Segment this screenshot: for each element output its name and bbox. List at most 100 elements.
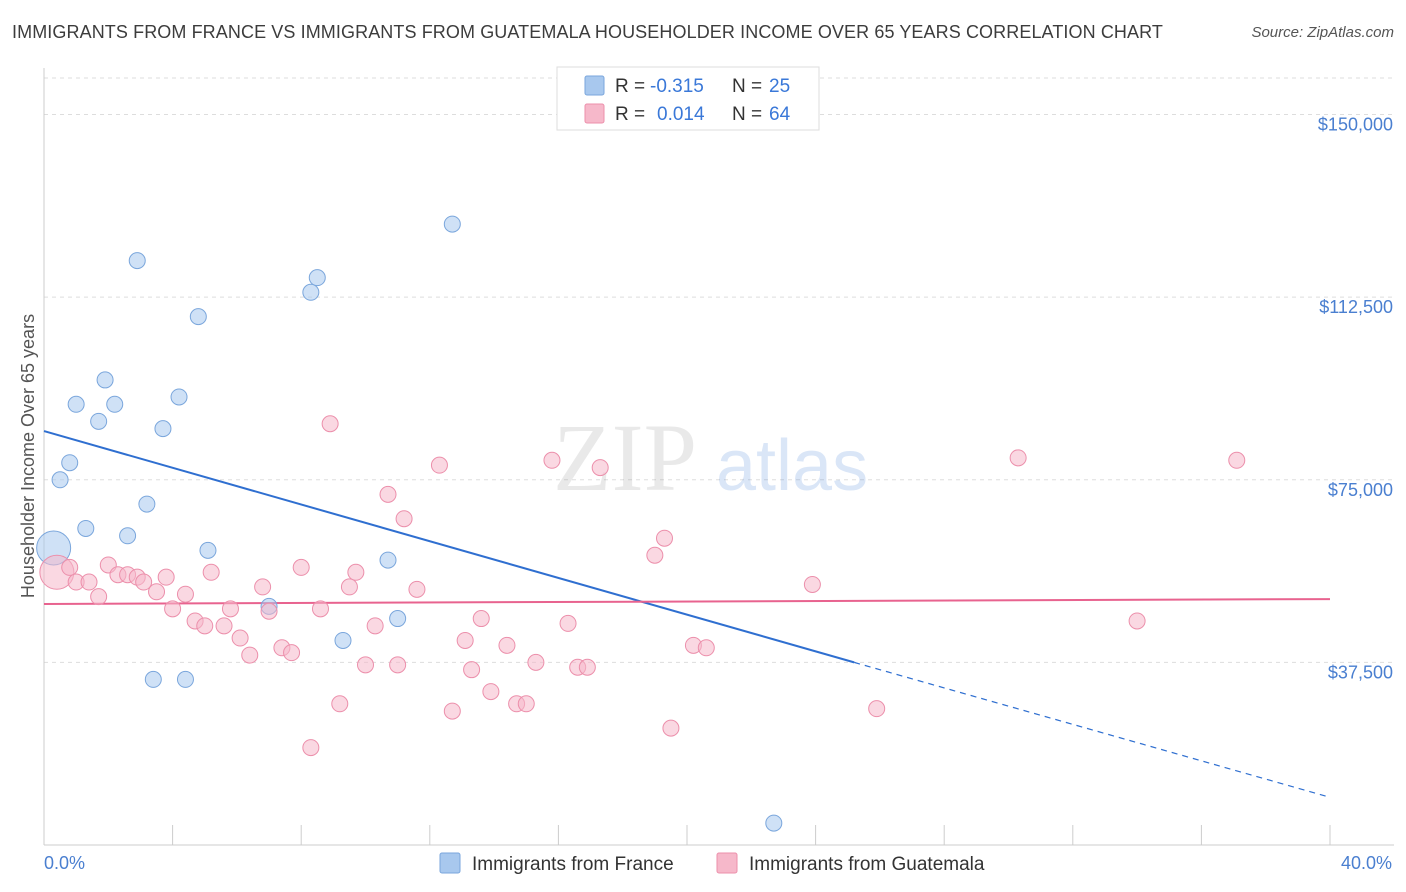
guatemala-point	[803, 575, 821, 593]
watermark: ZIP atlas	[553, 404, 868, 511]
france-point	[176, 670, 194, 688]
france-trend-line	[43, 430, 855, 664]
legend-swatch-guatemala	[584, 103, 605, 124]
guatemala-point	[430, 456, 448, 474]
guatemala-point	[578, 658, 596, 676]
guatemala-point	[302, 739, 320, 757]
guatemala-point	[559, 614, 577, 632]
chart-title: IMMIGRANTS FROM FRANCE VS IMMIGRANTS FRO…	[12, 22, 1164, 42]
guatemala-point	[697, 639, 715, 657]
guatemala-point	[379, 485, 397, 503]
guatemala-point	[472, 610, 490, 628]
france-point	[379, 551, 397, 569]
legend-guatemala-r-value: 0.014	[657, 104, 705, 125]
france-point	[77, 519, 95, 537]
legend-swatch-france	[584, 75, 605, 96]
guatemala-point	[254, 578, 272, 596]
data-points	[36, 215, 1246, 832]
guatemala-point	[231, 629, 249, 647]
france-point	[189, 308, 207, 326]
guatemala-trend-line	[43, 598, 1331, 605]
france-point	[170, 388, 188, 406]
source-credit: Source: ZipAtlas.com	[1251, 24, 1394, 41]
guatemala-point	[90, 588, 108, 606]
france-point	[138, 495, 156, 513]
guatemala-point	[241, 646, 259, 664]
france-point	[765, 814, 783, 832]
france-point	[106, 395, 124, 413]
y-tick-labels: $37,500 $75,000 $112,500 $150,000	[1318, 115, 1393, 683]
y-axis-label: Householder Income Over 65 years	[18, 314, 38, 598]
legend-guatemala-n-value: 64	[769, 104, 791, 125]
bottom-legend-swatch-guatemala	[716, 852, 738, 874]
guatemala-point	[292, 558, 310, 576]
legend-guatemala-n-label: N =	[732, 104, 762, 125]
guatemala-point	[655, 529, 673, 547]
guatemala-point	[591, 459, 609, 477]
guatemala-point	[311, 600, 329, 618]
guatemala-point	[463, 661, 481, 679]
france-trend-extension	[854, 661, 1331, 798]
france-point	[199, 541, 217, 559]
guatemala-point	[646, 546, 664, 564]
guatemala-point	[456, 631, 474, 649]
guatemala-point	[321, 415, 339, 433]
france-point	[443, 215, 461, 233]
france-point	[334, 631, 352, 649]
guatemala-point	[176, 585, 194, 603]
guatemala-point	[340, 578, 358, 596]
trend-lines	[43, 430, 1331, 798]
y-tick-label: $75,000	[1328, 480, 1393, 500]
guatemala-point	[347, 563, 365, 581]
guatemala-point	[283, 644, 301, 662]
axes	[43, 68, 1394, 846]
guatemala-point	[215, 617, 233, 635]
france-point	[96, 371, 114, 389]
bottom-legend-guatemala: Immigrants from Guatemala	[749, 854, 985, 875]
guatemala-point	[221, 600, 239, 618]
guatemala-point	[260, 602, 278, 620]
x-tick-labels: 0.0% 40.0%	[44, 853, 1392, 873]
watermark-zip: ZIP	[553, 404, 697, 511]
x-tick-label-min: 0.0%	[44, 853, 85, 873]
guatemala-point	[1009, 449, 1027, 467]
guatemala-point	[395, 510, 413, 528]
guatemala-point	[543, 451, 561, 469]
legend-guatemala-r-label: R =	[615, 104, 645, 125]
guatemala-point	[61, 558, 79, 576]
guatemala-point	[357, 656, 374, 674]
france-point	[308, 269, 326, 287]
guatemala-point	[498, 636, 516, 654]
guatemala-point	[202, 563, 220, 581]
gridlines	[44, 77, 1394, 663]
y-tick-label: $37,500	[1328, 662, 1393, 682]
france-point	[154, 420, 172, 438]
guatemala-point	[868, 700, 886, 718]
france-point	[302, 283, 320, 301]
guatemala-point	[389, 656, 407, 674]
series-legend: Immigrants from France Immigrants from G…	[439, 852, 985, 875]
legend-france-n-label: N =	[732, 76, 762, 97]
watermark-atlas: atlas	[716, 426, 868, 506]
legend-france-n-value: 25	[769, 76, 790, 97]
france-point	[61, 454, 79, 472]
guatemala-point	[80, 573, 98, 591]
guatemala-point	[157, 568, 175, 586]
guatemala-point	[196, 617, 214, 635]
guatemala-point	[135, 573, 153, 591]
france-point	[119, 527, 137, 545]
guatemala-point	[517, 695, 535, 713]
y-tick-label: $112,500	[1319, 297, 1393, 317]
guatemala-point	[482, 683, 500, 701]
france-point	[128, 252, 146, 270]
guatemala-point	[662, 719, 680, 737]
guatemala-point	[408, 580, 426, 598]
correlation-legend: R = -0.315 N = 25 R = 0.014 N = 64	[556, 66, 820, 131]
guatemala-point	[527, 653, 545, 671]
guatemala-point	[148, 583, 166, 601]
france-point	[51, 471, 69, 489]
france-point	[144, 670, 162, 688]
france-point	[67, 395, 85, 413]
legend-france-r-value: -0.315	[650, 76, 704, 97]
